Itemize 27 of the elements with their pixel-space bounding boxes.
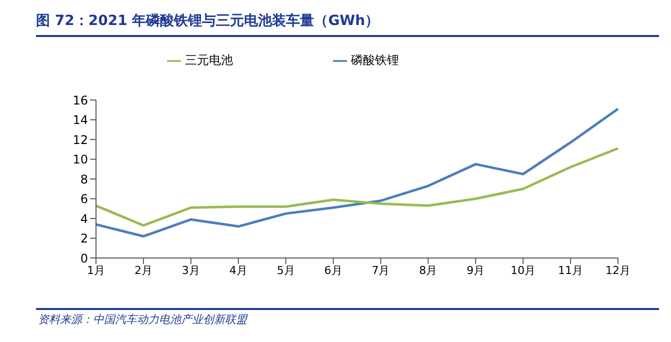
y-tick-label: 8 — [80, 172, 88, 186]
x-tick-label: 6月 — [324, 264, 342, 277]
x-tick-label: 5月 — [276, 264, 295, 277]
y-tick-label: 0 — [80, 251, 88, 266]
y-tick-label: 6 — [80, 192, 88, 206]
legend-label: 磷酸铁锂 — [351, 53, 399, 67]
x-tick-label: 8月 — [419, 264, 438, 277]
line-series — [94, 108, 620, 238]
legend-label: 三元电池 — [185, 53, 233, 67]
x-tick-label: 11月 — [558, 264, 584, 277]
y-tick-label: 16 — [72, 93, 88, 108]
text: 资料来源：中国汽车动力电池产业创新联盟 — [38, 312, 247, 327]
x-tick-label: 12月 — [606, 264, 630, 277]
line-series — [94, 147, 620, 227]
y-tick-label: 4 — [80, 212, 88, 226]
x-tick-label: 4月 — [229, 264, 248, 277]
y-tick-label: 14 — [72, 113, 88, 128]
x-tick-label: 9月 — [466, 264, 485, 277]
x-tick-label: 3月 — [182, 264, 200, 277]
x-tick-label: 10月 — [510, 264, 536, 277]
y-tick-label: 10 — [72, 152, 88, 167]
chart-title: 图 72：2021 年磷酸铁锂与三元电池装车量（GWh） — [36, 12, 380, 30]
x-tick-label: 7月 — [372, 264, 390, 277]
x-tick-label: 1月 — [87, 264, 105, 277]
y-tick-label: 2 — [80, 232, 88, 246]
x-tick-label: 2月 — [134, 264, 152, 277]
y-tick-label: 12 — [72, 132, 88, 147]
